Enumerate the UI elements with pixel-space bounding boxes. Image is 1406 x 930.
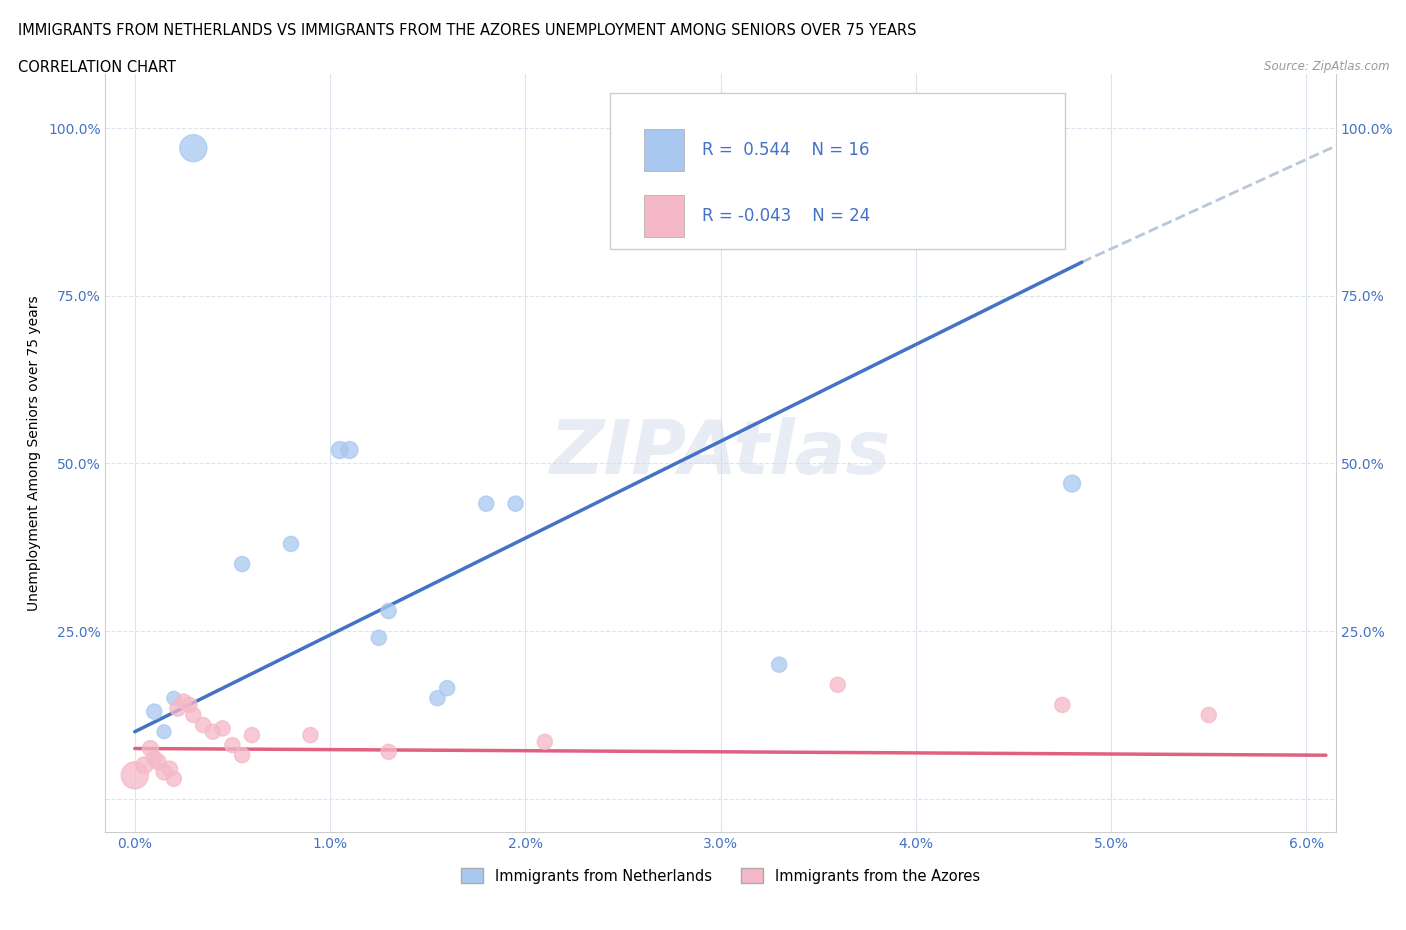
Point (1198, 708, 1220, 723)
Point (426, 691, 449, 706)
Point (377, 744, 399, 759)
Point (166, 701, 188, 716)
Point (124, 768, 146, 783)
Point (231, 748, 253, 763)
Point (173, 694, 195, 709)
Point (153, 764, 176, 779)
Point (1052, 698, 1074, 712)
Point (143, 704, 166, 719)
Point (183, 140, 205, 155)
Point (148, 754, 170, 769)
Point (329, 443, 352, 458)
Point (475, 497, 498, 512)
Point (134, 758, 156, 773)
Legend: Immigrants from Netherlands, Immigrants from the Azores: Immigrants from Netherlands, Immigrants … (456, 862, 986, 889)
Point (163, 691, 186, 706)
Text: R =  0.544    N = 16: R = 0.544 N = 16 (702, 141, 870, 159)
Bar (644, 129, 683, 171)
Text: CORRELATION CHART: CORRELATION CHART (18, 60, 176, 75)
Point (179, 698, 201, 712)
Point (377, 604, 399, 618)
Point (163, 771, 186, 786)
Point (339, 443, 361, 458)
FancyBboxPatch shape (610, 93, 1066, 248)
Point (159, 761, 181, 776)
Point (231, 557, 253, 572)
Point (367, 631, 389, 645)
Bar (644, 195, 683, 237)
Point (221, 737, 243, 752)
Point (183, 708, 205, 723)
Text: R = -0.043    N = 24: R = -0.043 N = 24 (702, 206, 870, 225)
Point (280, 537, 302, 551)
Point (505, 497, 527, 512)
Point (143, 751, 166, 766)
Point (240, 727, 263, 742)
Point (436, 681, 458, 696)
Point (827, 677, 849, 692)
Point (768, 658, 790, 672)
Text: ZIPAtlas: ZIPAtlas (550, 417, 891, 490)
Point (153, 724, 176, 739)
Point (534, 735, 557, 750)
Point (139, 741, 162, 756)
Point (201, 724, 224, 739)
Text: IMMIGRANTS FROM NETHERLANDS VS IMMIGRANTS FROM THE AZORES UNEMPLOYMENT AMONG SEN: IMMIGRANTS FROM NETHERLANDS VS IMMIGRANT… (18, 23, 917, 38)
Y-axis label: Unemployment Among Seniors over 75 years: Unemployment Among Seniors over 75 years (27, 296, 41, 611)
Point (1060, 476, 1083, 491)
Point (211, 721, 233, 736)
Point (299, 727, 322, 742)
Point (191, 718, 214, 733)
Text: Source: ZipAtlas.com: Source: ZipAtlas.com (1264, 60, 1389, 73)
